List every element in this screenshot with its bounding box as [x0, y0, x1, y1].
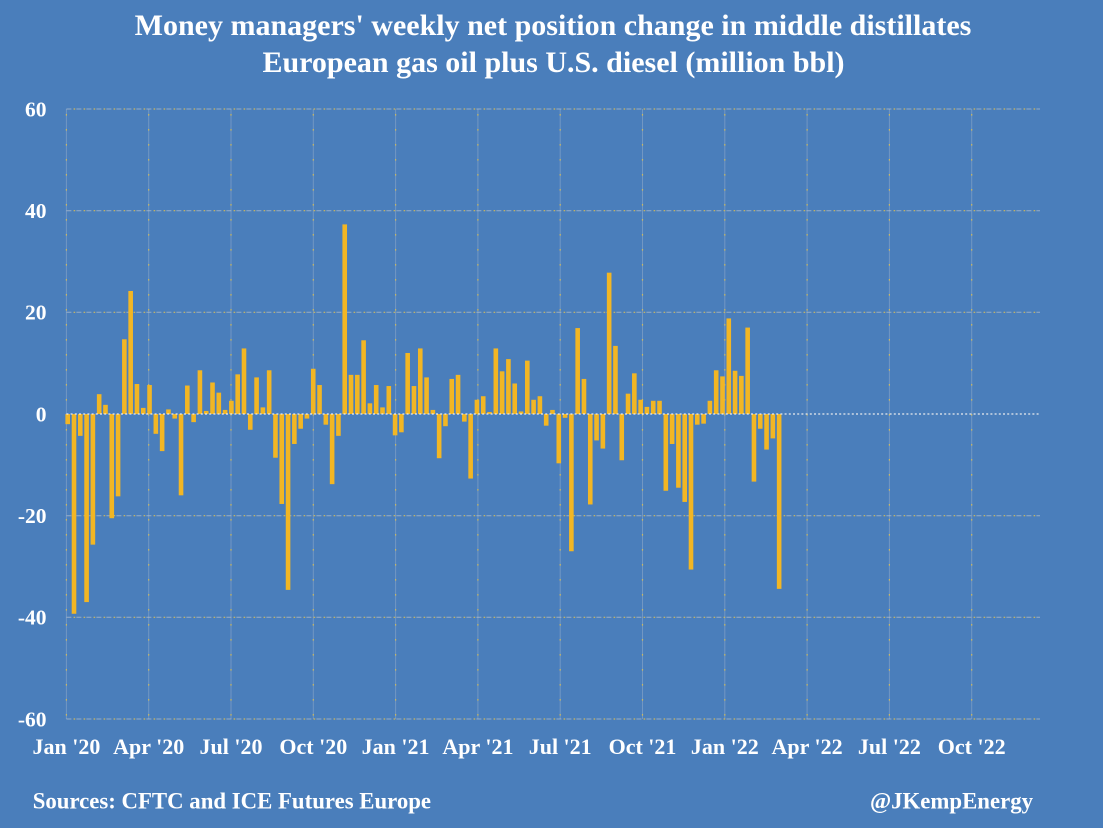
svg-text:Jul '21: Jul '21	[529, 734, 592, 759]
svg-text:Jan '22: Jan '22	[691, 734, 759, 759]
svg-text:Sources: CFTC and ICE Futures: Sources: CFTC and ICE Futures Europe	[33, 789, 431, 814]
svg-text:Jul '22: Jul '22	[858, 734, 921, 759]
svg-text:Oct '21: Oct '21	[609, 734, 677, 759]
svg-text:Oct '22: Oct '22	[938, 734, 1006, 759]
svg-text:Oct '20: Oct '20	[279, 734, 347, 759]
svg-text:-20: -20	[18, 504, 47, 528]
svg-text:-60: -60	[18, 707, 47, 731]
svg-text:Apr '22: Apr '22	[772, 734, 843, 759]
svg-text:Apr '20: Apr '20	[113, 734, 184, 759]
svg-text:0: 0	[36, 402, 47, 426]
svg-text:-40: -40	[18, 606, 47, 630]
svg-text:40: 40	[25, 199, 47, 223]
svg-text:Money managers' weekly net pos: Money managers' weekly net position chan…	[135, 9, 972, 42]
svg-text:20: 20	[25, 301, 47, 325]
svg-text:Jan '21: Jan '21	[362, 734, 430, 759]
svg-text:Apr '21: Apr '21	[442, 734, 513, 759]
svg-text:Jan '20: Jan '20	[32, 734, 100, 759]
svg-text:Jul '20: Jul '20	[200, 734, 263, 759]
svg-text:European gas oil plus U.S. die: European gas oil plus U.S. diesel (milli…	[262, 46, 844, 79]
svg-text:@JKempEnergy: @JKempEnergy	[870, 789, 1034, 815]
svg-text:60: 60	[25, 97, 47, 121]
